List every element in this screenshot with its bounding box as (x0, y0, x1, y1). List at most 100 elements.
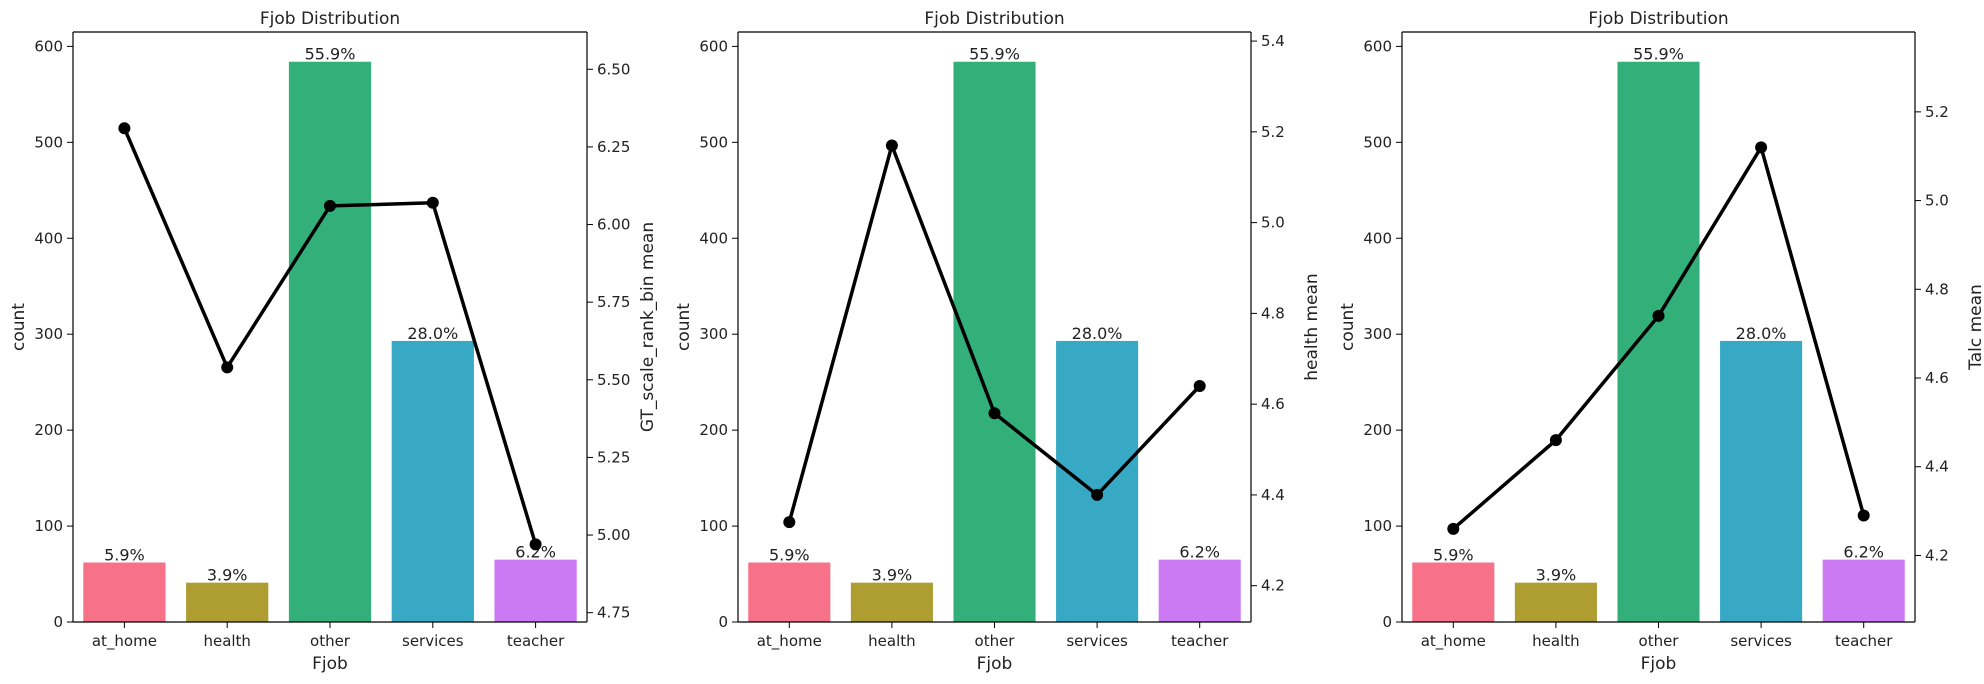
y-tick-label: 500 (1363, 133, 1392, 151)
bar-services (1720, 340, 1803, 622)
y2-tick-label: 5.0 (1261, 214, 1285, 232)
mean-point-other (1652, 309, 1665, 322)
y-tick-label: 0 (53, 613, 63, 631)
y2-tick-label: 5.25 (597, 448, 630, 466)
bar-other (288, 61, 372, 622)
y-axis-label: count (9, 303, 29, 351)
y2-tick-label: 5.2 (1261, 123, 1285, 141)
x-axis-label: Fjob (312, 654, 348, 674)
mean-point-health (221, 361, 234, 374)
x-tick-label: at_home (757, 632, 822, 651)
mean-point-health (1549, 434, 1562, 447)
y-tick-label: 0 (718, 613, 728, 631)
mean-point-teacher (529, 538, 542, 551)
mean-point-teacher (1857, 509, 1870, 522)
y2-tick-label: 4.4 (1925, 458, 1949, 476)
x-tick-label: health (868, 632, 915, 650)
chart-title: Fjob Distribution (260, 9, 400, 29)
mean-point-health (885, 139, 898, 152)
y2-tick-label: 6.25 (597, 138, 630, 156)
bar-health (1514, 582, 1597, 622)
bar-value-label: 55.9% (969, 45, 1020, 64)
mean-point-services (1091, 488, 1104, 501)
chart-title: Fjob Distribution (1588, 9, 1728, 29)
y2-axis-label: GT_scale_rank_bin mean (638, 222, 658, 432)
x-tick-label: services (1066, 632, 1128, 650)
y-tick-label: 200 (699, 421, 728, 439)
mean-point-services (426, 196, 439, 209)
y2-axis-label: Talc mean (1966, 284, 1984, 371)
x-tick-label: at_home (1421, 632, 1486, 651)
bar-services (1056, 340, 1139, 622)
bar-value-label: 28.0% (407, 324, 458, 343)
bar-teacher (1822, 559, 1905, 622)
x-tick-label: teacher (1835, 632, 1893, 650)
x-tick-label: teacher (507, 632, 565, 650)
y-axis-label: count (1338, 303, 1358, 351)
y-tick-label: 0 (1382, 613, 1392, 631)
y-tick-label: 100 (699, 517, 728, 535)
y-tick-label: 100 (1363, 517, 1392, 535)
y2-tick-label: 6.00 (597, 216, 630, 234)
bar-health (850, 582, 933, 622)
y-tick-label: 400 (1363, 229, 1392, 247)
y2-tick-label: 5.0 (1925, 192, 1949, 210)
x-axis-label: Fjob (977, 654, 1013, 674)
x-tick-label: at_home (92, 632, 157, 651)
bar-value-label: 6.2% (1179, 543, 1220, 562)
bar-at_home (83, 562, 166, 622)
mean-point-other (324, 199, 336, 212)
y-tick-label: 500 (34, 133, 63, 151)
x-tick-label: other (310, 632, 351, 650)
y-tick-label: 600 (1363, 37, 1392, 55)
y-tick-label: 100 (34, 517, 63, 535)
y2-tick-label: 4.2 (1925, 546, 1949, 564)
y-tick-label: 400 (699, 229, 728, 247)
x-tick-label: services (1730, 632, 1792, 650)
mean-point-at_home (783, 516, 796, 529)
bar-value-label: 28.0% (1072, 324, 1123, 343)
bar-value-label: 5.9% (1433, 546, 1474, 565)
mean-point-other (988, 407, 1001, 420)
x-axis-label: Fjob (1641, 654, 1677, 674)
y-tick-label: 300 (34, 325, 63, 343)
y2-tick-label: 5.2 (1925, 103, 1949, 121)
bar-value-label: 55.9% (305, 45, 356, 64)
x-tick-label: other (1639, 632, 1680, 650)
y2-tick-label: 4.8 (1925, 280, 1949, 298)
bar-teacher (1158, 559, 1241, 622)
bar-services (391, 340, 474, 622)
chart-panel-1: 5.9% 3.9% 55.9% 28.0% 6.2% 0 100 200 300 400 500 60… (9, 9, 658, 674)
y2-tick-label: 5.00 (597, 526, 630, 544)
bar-value-label: 6.2% (1843, 543, 1884, 562)
y2-tick-label: 4.8 (1261, 304, 1285, 322)
mean-point-teacher (1193, 380, 1206, 392)
bar-value-label: 6.2% (515, 543, 556, 562)
y-tick-label: 200 (34, 421, 63, 439)
bar-at_home (1412, 562, 1495, 622)
y-tick-label: 300 (1363, 325, 1392, 343)
chart-panel-3: 5.9% 3.9% 55.9% 28.0% 6.2% 0 100 200 300 400 500 60… (1338, 9, 1984, 674)
bar-value-label: 3.9% (872, 566, 913, 585)
y2-tick-label: 4.6 (1925, 369, 1949, 387)
y2-tick-label: 4.2 (1261, 577, 1285, 595)
bar-health (186, 582, 269, 622)
y2-tick-label: 4.4 (1261, 486, 1285, 504)
y2-tick-label: 4.75 (597, 604, 630, 622)
mean-point-at_home (118, 122, 131, 135)
y-tick-label: 400 (34, 229, 63, 247)
bar-value-label: 5.9% (104, 546, 145, 565)
bar-value-label: 5.9% (769, 546, 810, 565)
y2-tick-label: 5.75 (597, 293, 630, 311)
mean-point-at_home (1447, 522, 1460, 535)
x-tick-label: other (975, 632, 1016, 650)
y2-tick-label: 5.4 (1261, 32, 1285, 50)
bar-value-label: 3.9% (207, 566, 248, 585)
y-tick-label: 600 (34, 37, 63, 55)
chart-panel-2: 5.9% 3.9% 55.9% 28.0% 6.2% 0 100 200 300 400 500 60… (674, 9, 1322, 674)
bar-at_home (748, 562, 831, 622)
y2-tick-label: 5.50 (597, 371, 630, 389)
x-tick-label: health (1532, 632, 1579, 650)
y2-tick-label: 6.50 (597, 60, 630, 78)
x-tick-label: services (402, 632, 464, 650)
